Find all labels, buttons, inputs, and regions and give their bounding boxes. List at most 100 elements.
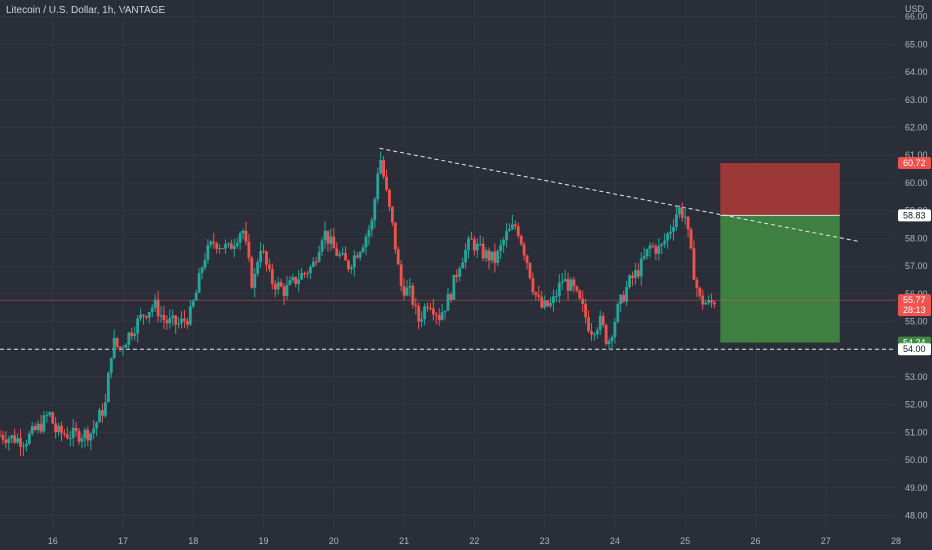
- candle: [145, 315, 148, 320]
- candle-body: [139, 314, 142, 319]
- candle: [71, 418, 75, 447]
- candle: [124, 343, 128, 348]
- candle-body: [402, 285, 406, 296]
- candle: [335, 242, 339, 257]
- candle: [578, 289, 582, 300]
- candle: [393, 222, 397, 254]
- candle-body: [540, 296, 544, 308]
- candle: [194, 289, 198, 302]
- candle: [241, 228, 245, 240]
- x-tick-label: 25: [680, 536, 690, 546]
- candle-body: [499, 244, 503, 252]
- candle-body: [660, 244, 664, 246]
- candle-body: [431, 308, 435, 315]
- candle: [300, 267, 303, 281]
- candle-body: [642, 256, 646, 259]
- x-tick-label: 17: [118, 536, 128, 546]
- candle: [344, 246, 347, 261]
- candle-body: [587, 317, 590, 332]
- candle-body: [470, 238, 473, 240]
- candle-body: [423, 306, 426, 320]
- candle-body: [83, 429, 87, 439]
- x-tick-label: 20: [329, 536, 339, 546]
- candle-body: [698, 287, 702, 296]
- candle: [0, 429, 2, 437]
- candle: [165, 315, 169, 330]
- candle: [663, 233, 667, 249]
- candle: [265, 250, 268, 272]
- take-profit-zone[interactable]: [720, 215, 840, 343]
- candle-body: [95, 422, 99, 429]
- candle-body: [86, 429, 90, 441]
- candle-body: [385, 176, 388, 190]
- candle: [496, 248, 500, 267]
- candle-body: [461, 262, 465, 269]
- candle-body: [22, 446, 25, 448]
- candle: [42, 410, 46, 434]
- candle-body: [396, 249, 400, 265]
- candle-body: [528, 262, 532, 279]
- candle-body: [45, 415, 49, 417]
- candle-body: [71, 427, 75, 439]
- candle: [106, 371, 110, 403]
- candle-body: [566, 279, 570, 291]
- candle-body: [218, 248, 222, 250]
- candle: [437, 308, 441, 327]
- candle: [279, 278, 283, 288]
- candle-body: [185, 320, 189, 325]
- candle-body: [654, 246, 658, 254]
- candle-body: [478, 243, 482, 245]
- candle: [317, 245, 321, 263]
- candle-body: [294, 277, 298, 284]
- candle-body: [232, 245, 236, 250]
- candle-body: [303, 273, 306, 275]
- candle-body: [493, 251, 497, 264]
- candle-body: [569, 279, 573, 291]
- candle-body: [610, 337, 614, 342]
- candle: [95, 421, 99, 437]
- candle: [276, 277, 280, 295]
- candle-body: [48, 412, 52, 416]
- candle: [4, 431, 8, 449]
- candle-body: [511, 224, 514, 230]
- candle: [513, 220, 517, 230]
- candle-body: [265, 251, 268, 265]
- candle-body: [487, 250, 491, 261]
- candle: [575, 285, 579, 293]
- candle-body: [543, 300, 547, 308]
- candle: [320, 237, 324, 256]
- candle-body: [426, 306, 429, 309]
- candle: [414, 298, 418, 315]
- candle: [710, 293, 713, 308]
- candle-body: [633, 270, 637, 278]
- candle-body: [203, 259, 207, 268]
- candle-body: [590, 331, 593, 335]
- candle: [434, 311, 438, 325]
- candle-body: [147, 312, 151, 318]
- candle: [74, 421, 78, 437]
- candle: [552, 289, 555, 312]
- candle-body: [481, 243, 485, 259]
- stop-loss-zone[interactable]: [720, 162, 840, 216]
- y-tick-label: 66.00: [905, 12, 928, 22]
- candle: [39, 414, 43, 434]
- candle-body: [235, 242, 239, 246]
- candle-body: [414, 304, 418, 307]
- candle: [651, 242, 655, 248]
- trendline[interactable]: [379, 147, 861, 243]
- candle: [683, 207, 687, 225]
- candle: [142, 313, 145, 325]
- candle-body: [7, 438, 11, 443]
- candle: [177, 317, 181, 329]
- candle-body: [92, 428, 96, 434]
- candle: [367, 224, 371, 246]
- candle-body: [695, 279, 699, 288]
- candle: [587, 310, 590, 333]
- x-tick-label: 16: [48, 536, 58, 546]
- candle: [701, 289, 705, 310]
- candle: [478, 235, 482, 247]
- candle-body: [244, 230, 248, 242]
- candle-body: [519, 235, 523, 245]
- candle-body: [689, 229, 693, 249]
